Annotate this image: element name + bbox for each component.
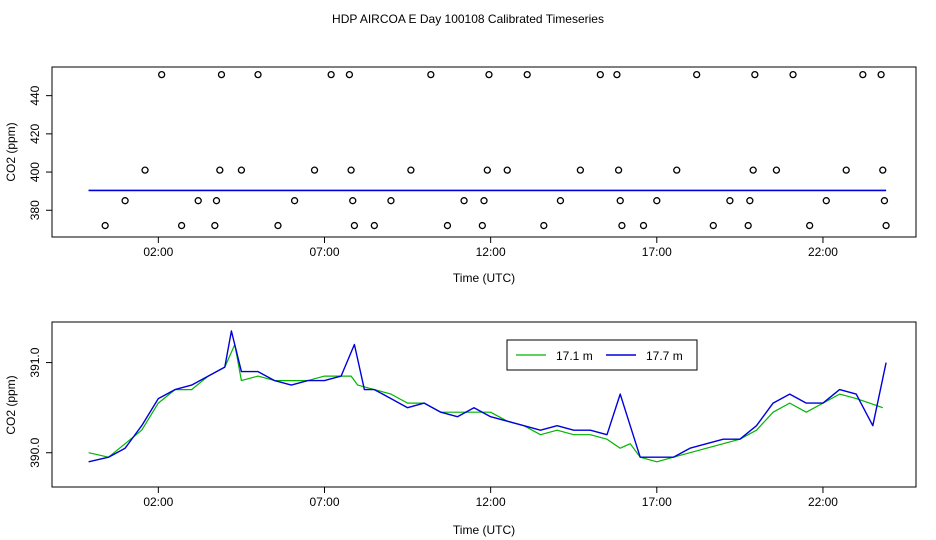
calibration-point [327,70,335,79]
calibration-point [596,70,604,79]
panel-calibration-x-tick-label: 02:00 [143,245,173,259]
calibration-point [746,197,754,205]
calibration-point [237,166,246,174]
calibration-point [443,221,452,230]
figure-title: HDP AIRCOA E Day 100108 Calibrated Times… [332,12,604,26]
panel-profile-y-axis: 390.0 391.0 [28,347,52,468]
panel-calibration-y-tick-label: 380 [28,200,42,220]
legend-label-series-1: 17.1 m [556,349,593,363]
calibration-point [882,221,890,230]
panel-profile-marks [88,330,887,463]
calibration-point [806,221,814,230]
calibration-point [639,221,648,230]
calibration-point [877,70,885,79]
calibration-point [350,221,359,230]
calibration-point [370,221,378,230]
panel-profile-frame [51,321,917,488]
panel-profile-x-tick-label: 12:00 [476,495,506,509]
calibration-point [880,197,889,205]
calibration-point [556,197,565,205]
calibration-point [274,221,282,230]
calibration-point [217,70,226,79]
calibration-point [842,166,850,174]
calibration-point [822,197,830,205]
calibration-point [141,166,149,174]
panel-profile: 02:00 07:00 12:00 17:00 22:00 390.0 391.0 Tim… [4,321,917,537]
series-line-1 [88,343,883,463]
panel-profile-x-axis: 02:00 07:00 12:00 17:00 22:00 [143,487,838,509]
calibration-point [879,166,887,174]
panel-calibration-y-tick-label: 400 [28,162,42,182]
panel-calibration-x-label: Time (UTC) [453,271,515,285]
calibration-point [744,221,752,230]
panel-profile-x-label: Time (UTC) [453,523,515,537]
panel-calibration-y-axis: 380 400 420 440 [28,85,52,220]
calibration-point [101,221,109,230]
panel-profile-y-tick-label: 390.0 [28,437,42,467]
calibration-point [121,197,129,205]
calibration-point [347,166,355,174]
calibration-point [613,70,621,79]
panel-calibration-x-tick-label: 17:00 [642,245,672,259]
calibration-point [540,221,548,230]
calibration-point [387,197,395,205]
panel-profile-y-label: CO2 (ppm) [4,375,18,434]
calibration-point [485,70,493,79]
panel-profile-x-tick-label: 07:00 [309,495,339,509]
calibration-point [310,166,319,174]
calibration-point [194,197,202,205]
calibration-point [407,166,415,174]
panel-calibration-y-tick-label: 420 [28,124,42,144]
panel-profile-x-tick-label: 17:00 [642,495,672,509]
calibration-point [503,166,511,174]
panel-calibration-x-axis: 02:00 07:00 12:00 17:00 22:00 [143,237,838,259]
calibration-point [614,166,623,174]
panel-calibration-y-tick-label: 440 [28,85,42,105]
panel-calibration-marks [88,70,890,230]
calibration-point [158,70,166,79]
calibration-point [211,221,219,230]
panel-calibration-x-tick-label: 12:00 [476,245,506,259]
panel-calibration-y-label: CO2 (ppm) [4,122,18,181]
calibration-point [480,197,488,205]
calibration-point [216,166,224,174]
calibration-point [290,197,299,205]
calibration-point [772,166,781,174]
panel-calibration-x-tick-label: 22:00 [808,245,838,259]
calibration-point [345,70,354,79]
calibration-point [616,197,624,205]
calibration-point [618,221,626,230]
calibration-point [749,166,757,174]
calibration-point [653,197,661,205]
panel-calibration-frame [51,66,917,238]
series-line-2 [88,330,887,463]
panel-calibration: 02:00 07:00 12:00 17:00 22:00 380 400 420 440 T… [4,66,917,285]
calibration-point [859,70,867,79]
calibration-point [254,70,262,79]
calibration-point [523,70,531,79]
legend: 17.1 m 17.7 m [506,339,698,371]
calibration-point [349,197,357,205]
calibration-point [576,166,585,174]
calibration-point [751,70,759,79]
calibration-point [693,70,701,79]
panel-profile-x-tick-label: 02:00 [143,495,173,509]
calibration-point [709,221,717,230]
panel-profile-x-tick-label: 22:00 [808,495,838,509]
calibration-point [789,70,797,79]
legend-label-series-2: 17.7 m [646,349,683,363]
calibration-point [478,221,486,230]
panel-calibration-x-tick-label: 07:00 [309,245,339,259]
panel-profile-y-tick-label: 391.0 [28,347,42,377]
calibration-point [726,197,734,205]
calibration-point [177,221,186,230]
calibration-point [212,197,221,205]
calibration-point [427,70,435,79]
calibration-point [673,166,681,174]
calibration-point [483,166,491,174]
calibration-point [460,197,468,205]
